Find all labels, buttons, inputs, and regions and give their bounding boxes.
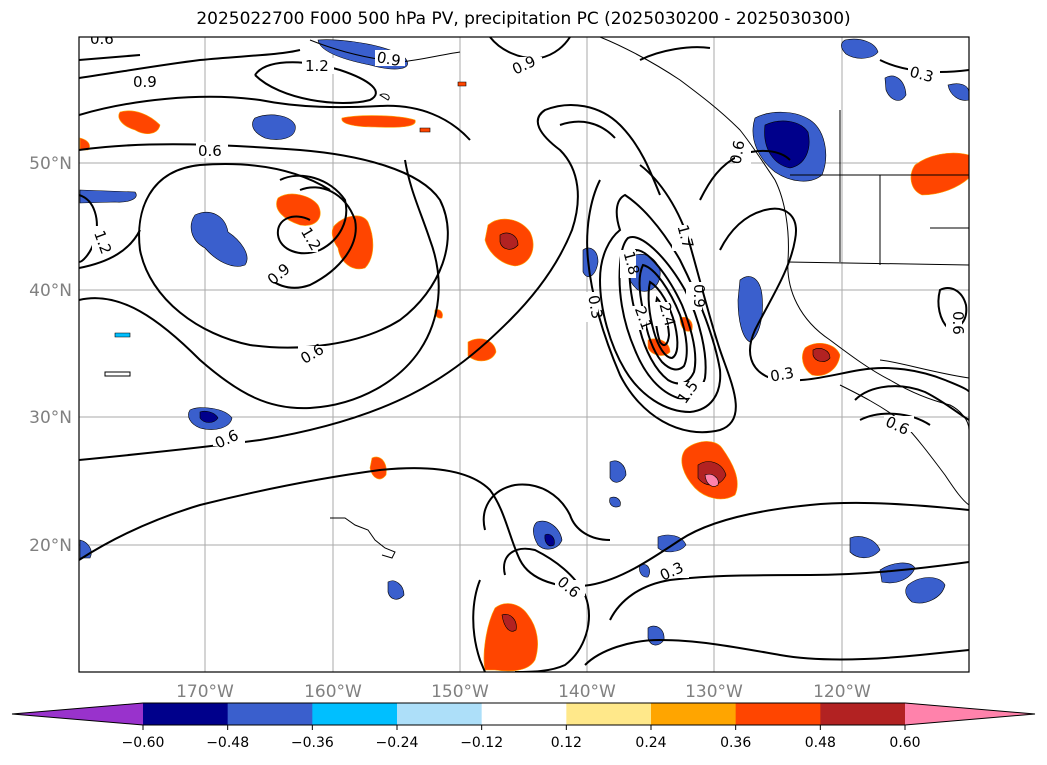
- colorbar-segment: [228, 703, 313, 725]
- colorbar-extend-high: [905, 703, 1035, 725]
- lon-label: 130°W: [685, 682, 743, 702]
- colorbar-segment: [651, 703, 736, 725]
- colorbar-tick-label: 0.60: [889, 735, 920, 751]
- colorbar-segment: [736, 703, 821, 725]
- colorbar-tick-label: 0.36: [720, 735, 751, 751]
- contour-label: 0.6: [949, 311, 967, 335]
- longitude-labels: 170°W 160°W 150°W 140°W 130°W 120°W: [176, 682, 871, 702]
- colorbar-tick-label: 0.12: [551, 735, 582, 751]
- colorbar-segment: [566, 703, 651, 725]
- contour-label: 0.6: [90, 30, 114, 48]
- lat-label: 40°N: [29, 281, 72, 301]
- colorbar-tick-label: 0.48: [805, 735, 836, 751]
- contour-label: 0.6: [198, 142, 222, 160]
- colorbar-tick-label: −0.60: [122, 735, 165, 751]
- lat-label: 30°N: [29, 408, 72, 428]
- latitude-labels: 50°N 40°N 30°N 20°N: [29, 154, 72, 556]
- lon-label: 120°W: [813, 682, 871, 702]
- lon-label: 170°W: [176, 682, 234, 702]
- lon-label: 160°W: [304, 682, 362, 702]
- lon-label: 140°W: [558, 682, 616, 702]
- colorbar-extend-low: [12, 703, 143, 725]
- contour-label: 0.9: [133, 73, 157, 91]
- map-figure: 0.6 0.9 1.2 0.6 0.9 0.3 1.2 0.6 0.9 1.2 …: [0, 0, 1047, 765]
- colorbar: −0.60 −0.48 −0.36 −0.24 −0.12 0.12 0.24 0.36 0.4…: [12, 703, 1035, 751]
- colorbar-segment: [397, 703, 482, 725]
- colorbar-segment: [482, 703, 567, 725]
- colorbar-segment: [820, 703, 905, 725]
- colorbar-tick-label: −0.24: [376, 735, 419, 751]
- lat-label: 50°N: [29, 154, 72, 174]
- contour-label: 0.9: [690, 284, 708, 308]
- colorbar-tick-label: 0.24: [635, 735, 666, 751]
- colorbar-segment: [143, 703, 228, 725]
- colorbar-tick-label: −0.48: [206, 735, 249, 751]
- lat-label: 20°N: [29, 536, 72, 556]
- colorbar-tick-label: −0.36: [291, 735, 334, 751]
- contour-label: 1.2: [305, 57, 329, 75]
- colorbar-tick-label: −0.12: [460, 735, 503, 751]
- lon-label: 150°W: [431, 682, 489, 702]
- colorbar-segment: [312, 703, 397, 725]
